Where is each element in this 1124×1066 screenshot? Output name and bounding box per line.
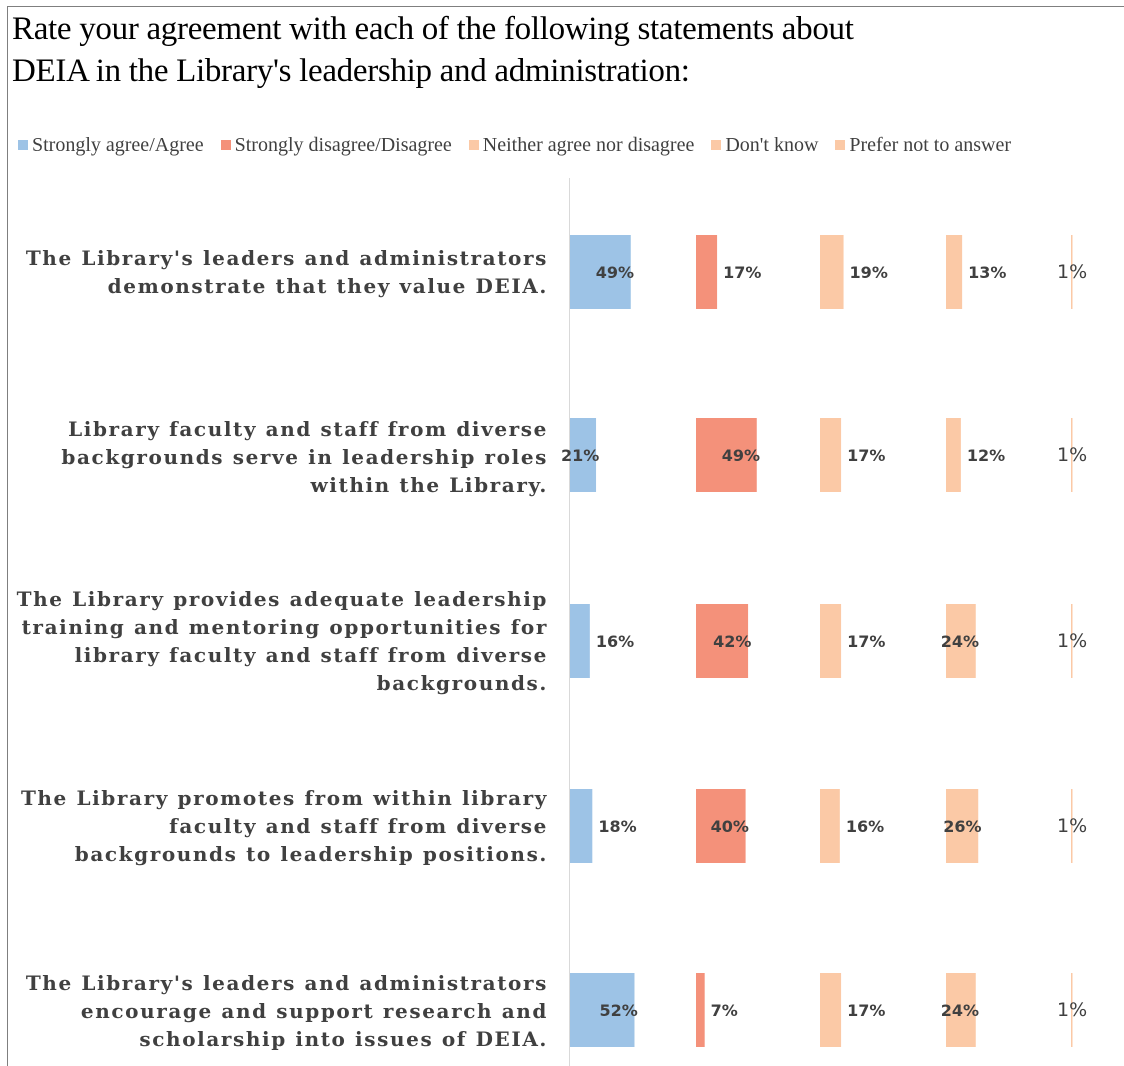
data-label-prefer-not: 1% (1057, 630, 1087, 652)
bar-neither (820, 418, 842, 492)
legend-label: Neither agree nor disagree (482, 133, 695, 156)
legend-item-strongly-agree: Strongly agree/Agree (18, 134, 204, 157)
data-label-prefer-not: 1% (1057, 815, 1087, 837)
bar-neither (820, 604, 842, 678)
data-label-disagree: 49% (722, 446, 760, 465)
data-label-dont-know: 24% (941, 1001, 979, 1020)
category-label: The Library promotes from within library… (20, 786, 548, 866)
legend-label: Prefer not to answer (849, 133, 1012, 156)
chart-title: Rate your agreement with each of the fol… (12, 11, 854, 89)
bar-prefer-not (1071, 235, 1073, 309)
bar-dont-know (946, 789, 979, 863)
bar-prefer-not (1071, 789, 1073, 863)
category-label: The Library's leaders and administrators… (25, 246, 548, 298)
data-label-agree: 49% (596, 263, 634, 282)
bar-neither (820, 973, 842, 1047)
legend-swatch (711, 140, 722, 150)
legend-item-dont-know: Don't know (711, 134, 818, 157)
legend-swatch (835, 140, 846, 150)
category-label: Library faculty and staff from diverse b… (61, 417, 548, 497)
category-axis-line (569, 178, 570, 1066)
legend-label: Don't know (725, 133, 819, 156)
category-label: The Library provides adequate leadership… (16, 587, 548, 695)
data-label-dont-know: 24% (941, 632, 979, 651)
data-label-agree: 52% (599, 1001, 637, 1020)
bar-prefer-not (1071, 418, 1073, 492)
data-label-disagree: 7% (711, 1001, 738, 1020)
left-border (7, 6, 8, 1066)
data-label-dont-know: 12% (967, 446, 1005, 465)
legend-swatch (468, 140, 479, 150)
bar-neither (820, 235, 844, 309)
bar-dont-know (946, 235, 963, 309)
data-label-dont-know: 13% (968, 263, 1006, 282)
bar-disagree (696, 789, 746, 863)
bar-dont-know (946, 604, 976, 678)
bar-disagree (696, 418, 757, 492)
bar-agree (570, 418, 597, 492)
legend-label: Strongly agree/Agree (32, 133, 204, 156)
top-border (7, 6, 1124, 7)
bar-agree (570, 973, 635, 1047)
data-label-neither: 17% (847, 632, 885, 651)
bar-dont-know (946, 418, 961, 492)
bar-disagree (696, 604, 749, 678)
bar-disagree (696, 973, 705, 1047)
bar-agree (570, 789, 593, 863)
data-label-neither: 19% (850, 263, 888, 282)
bar-dont-know (946, 973, 976, 1047)
data-label-agree: 18% (598, 817, 636, 836)
data-label-disagree: 42% (713, 632, 751, 651)
data-label-prefer-not: 1% (1057, 999, 1087, 1021)
legend-item-strongly-disagree: Strongly disagree/Disagree (220, 133, 452, 157)
legend-item-neither: Neither agree nor disagree (468, 133, 695, 157)
bar-disagree (696, 235, 718, 309)
data-label-dont-know: 26% (943, 817, 981, 836)
legend-label: Strongly disagree/Disagree (234, 133, 452, 156)
data-label-agree: 16% (596, 632, 634, 651)
bar-agree (570, 604, 590, 678)
data-label-prefer-not: 1% (1057, 444, 1087, 466)
data-label-agree: 21% (561, 446, 599, 465)
data-label-neither: 17% (847, 446, 885, 465)
data-label-neither: 17% (847, 1001, 885, 1020)
bar-prefer-not (1071, 604, 1073, 678)
data-label-disagree: 17% (723, 263, 761, 282)
legend-swatch (18, 140, 28, 150)
bar-agree (570, 235, 631, 309)
legend-item-prefer-not: Prefer not to answer (835, 134, 1011, 157)
data-label-disagree: 40% (711, 817, 749, 836)
bar-neither (820, 789, 840, 863)
category-label: The Library's leaders and administrators… (25, 971, 548, 1051)
legend-swatch (220, 140, 231, 150)
legend: Strongly agree/Agree Strongly disagree/D… (18, 131, 1028, 159)
data-label-neither: 16% (846, 817, 884, 836)
data-label-prefer-not: 1% (1057, 261, 1087, 283)
bar-prefer-not (1071, 973, 1073, 1047)
